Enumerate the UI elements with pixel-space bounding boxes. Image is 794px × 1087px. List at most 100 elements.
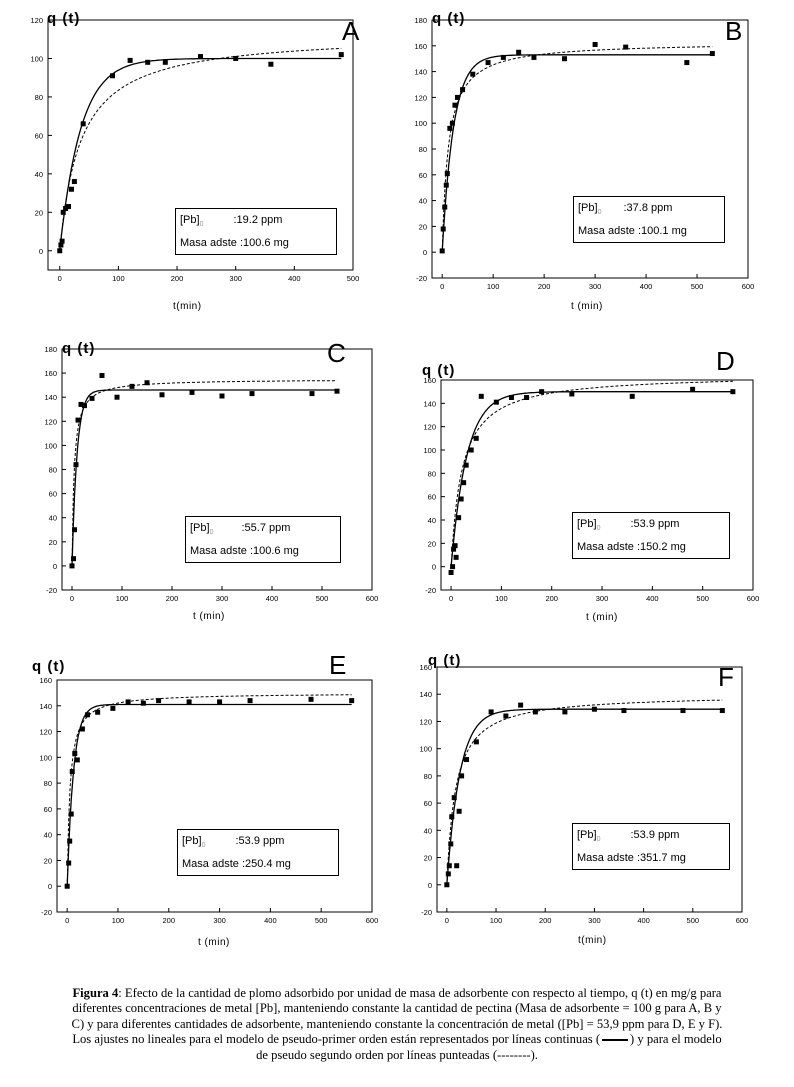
pseudo-second-order-curve xyxy=(59,47,342,251)
solid-line-sample xyxy=(602,1039,629,1042)
data-point xyxy=(453,554,459,560)
data-point xyxy=(73,462,79,468)
data-point xyxy=(719,708,725,714)
y-axis-title: q (t) xyxy=(47,10,81,27)
data-point xyxy=(709,51,715,57)
y-axis-title: q (t) xyxy=(428,652,462,669)
y-tick-label: 100 xyxy=(423,446,436,455)
data-point xyxy=(71,556,76,562)
x-tick-label: 300 xyxy=(213,916,226,925)
x-tick-label: 500 xyxy=(687,916,700,925)
masa-label: Masa adste xyxy=(182,858,239,871)
data-point xyxy=(63,205,69,211)
pb-subscript: 0 xyxy=(209,529,214,537)
y-tick-label: 140 xyxy=(39,702,52,711)
x-tick-label: 400 xyxy=(637,916,650,925)
data-point xyxy=(71,179,77,185)
data-point xyxy=(125,699,131,705)
x-axis-title: t (min) xyxy=(198,937,230,948)
masa-value: :250.4 mg xyxy=(241,858,291,871)
y-tick-label: 100 xyxy=(30,54,43,63)
data-point xyxy=(58,242,64,248)
data-point xyxy=(60,209,66,215)
data-point xyxy=(445,871,451,877)
plot-area-svg: 0 100 200 300 400 500 600 -20 0 20 40 60 80 100 120 140… xyxy=(39,676,379,925)
x-tick-label: 300 xyxy=(589,282,602,291)
chart-panel-b: q (t) B 0 100 200 300 400 500 600 -20 0 20 40 60 80 1… xyxy=(398,8,788,328)
plot-area-svg: 0 100 200 300 400 500 600 -20 0 20 40 60 80 100 120 140… xyxy=(423,376,759,603)
data-point xyxy=(349,698,355,704)
chart-panel-c: q (t) C 0 100 200 300 400 500 600 -20 0 20 40 60 80 1… xyxy=(15,336,405,656)
data-point xyxy=(72,527,77,533)
pseudo-first-order-curve xyxy=(71,389,337,566)
pseudo-second-order-curve xyxy=(71,380,337,566)
y-tick-label: 180 xyxy=(414,16,427,25)
data-point xyxy=(439,248,445,254)
y-tick-label: 160 xyxy=(419,663,432,672)
y-tick-label: 80 xyxy=(49,466,57,475)
x-tick-label: 100 xyxy=(116,594,129,603)
data-point xyxy=(449,120,455,126)
data-point xyxy=(89,395,95,401)
y-tick-label: -20 xyxy=(425,586,436,595)
data-point xyxy=(448,841,454,847)
data-point xyxy=(334,388,340,394)
masa-value: :100.6 mg xyxy=(239,237,289,250)
y-tick-label: 140 xyxy=(423,399,436,408)
pb-value: :53.9 ppm xyxy=(630,518,680,530)
chart-panel-e: q (t) E 0 100 200 300 400 500 600 -20 0 20 40 60 80 1… xyxy=(15,650,405,970)
data-point xyxy=(562,709,568,715)
y-tick-label: 40 xyxy=(35,170,43,179)
data-point xyxy=(145,59,151,65)
info-box: [Pb]0:53.9 ppm Masa adste :250.4 mg xyxy=(177,829,339,877)
info-box: [Pb]0:55.7 ppm Masa adste :100.6 mg xyxy=(185,516,341,564)
data-point xyxy=(531,54,537,60)
data-point xyxy=(451,795,457,801)
data-point xyxy=(454,863,460,869)
data-point xyxy=(470,71,476,77)
masa-label: Masa adste xyxy=(190,545,247,558)
y-tick-label: 80 xyxy=(428,469,436,478)
masa-value: :150.2 mg xyxy=(636,541,686,554)
data-point xyxy=(159,392,165,398)
y-tick-label: 20 xyxy=(428,539,436,548)
pb-subscript: 0 xyxy=(597,209,602,217)
y-tick-label: 160 xyxy=(423,376,436,385)
y-tick-label: -20 xyxy=(41,908,52,917)
data-point xyxy=(440,226,446,232)
y-tick-label: 120 xyxy=(30,16,43,25)
pb-label: [Pb] xyxy=(578,202,598,214)
data-point xyxy=(444,171,450,177)
pb-subscript: 0 xyxy=(201,842,206,850)
data-point xyxy=(79,726,85,732)
data-point xyxy=(468,447,474,453)
masa-label: Masa adste xyxy=(577,852,634,865)
data-point xyxy=(80,121,86,127)
data-point xyxy=(459,773,465,779)
y-tick-label: -20 xyxy=(421,908,432,917)
data-point xyxy=(114,394,120,400)
data-point xyxy=(591,706,597,712)
y-tick-label: 140 xyxy=(44,393,57,402)
data-point xyxy=(458,496,464,502)
data-point xyxy=(449,814,455,820)
pb-value: :53.9 ppm xyxy=(235,835,285,847)
x-tick-label: 500 xyxy=(347,274,360,283)
data-point xyxy=(309,391,315,397)
pb-value: :19.2 ppm xyxy=(233,214,283,226)
masa-label: Masa adste xyxy=(180,237,237,250)
data-point xyxy=(684,60,690,66)
data-point xyxy=(518,702,524,708)
info-box: [Pb]0:37.8 ppm Masa adste :100.1 mg xyxy=(573,196,725,244)
x-tick-label: 600 xyxy=(366,916,379,925)
figure-caption: Figura 4: Efecto de la cantidad de plomo… xyxy=(66,986,728,1063)
info-box: [Pb]0:53.9 ppm Masa adste :351.7 mg xyxy=(572,823,730,871)
x-tick-label: 400 xyxy=(266,594,279,603)
data-point xyxy=(219,393,225,399)
y-axis-title: q (t) xyxy=(32,658,66,675)
data-point xyxy=(233,55,239,61)
data-point xyxy=(569,391,575,397)
x-axis-title: t (min) xyxy=(193,611,225,622)
y-tick-label: 40 xyxy=(424,826,432,835)
data-point xyxy=(463,462,469,468)
